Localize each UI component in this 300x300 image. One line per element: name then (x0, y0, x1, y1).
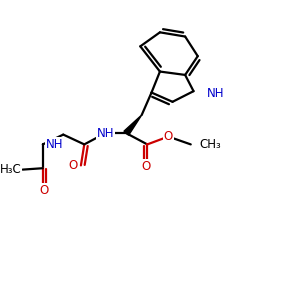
Text: O: O (69, 159, 78, 172)
Text: NH: NH (97, 127, 114, 140)
Text: CH₃: CH₃ (199, 138, 221, 151)
Text: O: O (141, 160, 151, 173)
Text: O: O (40, 184, 49, 197)
Text: NH: NH (207, 88, 224, 100)
Polygon shape (124, 115, 142, 135)
Text: O: O (164, 130, 173, 143)
Text: H₃C: H₃C (0, 163, 21, 176)
Text: NH: NH (46, 138, 63, 151)
